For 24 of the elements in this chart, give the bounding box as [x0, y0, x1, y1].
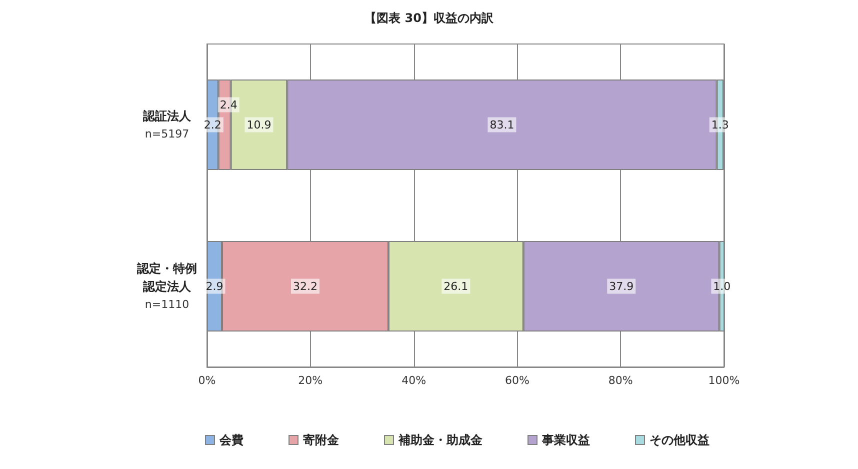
- legend-label: 事業収益: [541, 433, 590, 447]
- legend-label: 会費: [218, 433, 244, 447]
- x-tick-label: 60%: [504, 374, 530, 387]
- legend-label: 寄附金: [303, 433, 340, 447]
- data-label: 2.9: [206, 280, 224, 293]
- y-tick-label: 認定・特例認定法人 n=1110: [136, 261, 197, 311]
- data-label: 2.2: [204, 118, 222, 132]
- legend-label: 補助金・助成金: [398, 433, 484, 447]
- chart-title: 【図表 30】収益の内訳: [364, 11, 494, 25]
- x-tick-label: 100%: [708, 374, 740, 387]
- data-label: 37.9: [609, 280, 634, 293]
- legend-label: その他収益: [650, 433, 710, 447]
- data-label: 83.1: [490, 118, 514, 132]
- x-tick-label: 80%: [608, 374, 633, 387]
- x-tick-label: 0%: [198, 374, 216, 387]
- x-tick-label: 20%: [298, 374, 323, 387]
- data-label: 2.4: [220, 98, 238, 112]
- data-label: 10.9: [246, 118, 272, 132]
- data-label: 1.0: [713, 280, 731, 293]
- data-label: 1.3: [711, 118, 729, 132]
- x-tick-label: 40%: [402, 374, 426, 387]
- data-label: 32.2: [292, 280, 318, 293]
- y-tick-label: 認証法人 n=5197: [142, 108, 192, 140]
- data-label: 26.1: [444, 280, 468, 293]
